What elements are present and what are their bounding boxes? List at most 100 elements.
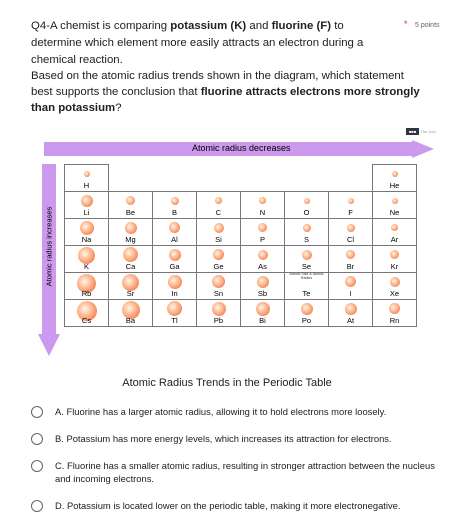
element-symbol: Sn [213,289,224,298]
empty-cell [197,165,241,192]
element-cell: Rb [64,272,109,300]
element-cell: Tl [152,299,197,327]
option-d[interactable]: D. Potassium is located lower on the per… [31,499,441,512]
radio-button[interactable] [31,460,43,472]
atom-circle [78,247,95,264]
required-asterisk: * [404,19,408,29]
atom-circle [303,198,310,204]
horizontal-trend-arrow: Atomic radius decreases [44,140,436,158]
element-symbol: Ar [390,235,399,244]
element-cell: Mg [108,218,153,246]
element-cell: Li [64,191,109,219]
question-body: Based on the atomic radius trends shown … [31,70,420,114]
element-cell: Kr [372,245,417,273]
element-cell: Ar [372,218,417,246]
atom-circle [346,250,355,259]
element-cell: Ba [108,299,153,327]
element-symbol: Cs [81,316,92,325]
radio-button[interactable] [31,406,43,418]
element-symbol: Rb [81,289,92,298]
element-cell: Ga [152,245,197,273]
element-symbol: I [349,289,352,298]
grid-row: Rb Sr In Sn Sb Te Atomic Size & Atomic Radius I… [64,272,417,300]
element-symbol: In [171,289,178,298]
option-a[interactable]: A. Fluorine has a larger atomic radius, … [31,405,441,418]
periodic-table-figure: ■■■ The Joel Atomic radius decreases Ato… [36,128,441,363]
element-cell: Cl [328,218,373,246]
element-symbol: Kr [390,262,399,271]
element-cell: Be [108,191,153,219]
vertical-trend-arrow: Atomic radius increases [38,164,60,356]
element-cell: H [64,164,109,192]
atom-circle [123,247,138,262]
element-cell: Ge [196,245,241,273]
atom-circle [170,197,179,205]
element-cell: S [284,218,329,246]
element-cell: Sb [240,272,285,300]
empty-cell [329,165,373,192]
atom-circle [121,301,140,319]
element-cell: Sr [108,272,153,300]
element-symbol: Tl [171,316,178,325]
element-symbol: Cl [346,235,355,244]
element-symbol: Li [83,208,90,217]
atom-circle [300,303,313,315]
element-cell: K [64,245,109,273]
element-cell: At [328,299,373,327]
atom-circle [76,301,97,321]
element-cell: C [196,191,241,219]
bold-fluorine: fluorine (F) [271,20,332,32]
atom-circle [80,195,93,207]
option-b[interactable]: B. Potassium has more energy levels, whi… [31,432,441,445]
element-symbol: He [389,181,400,190]
atom-circle [345,276,356,287]
element-symbol: Bi [259,316,266,325]
element-symbol: Sb [257,289,268,298]
element-symbol: C [215,208,222,217]
element-cell: Ca [108,245,153,273]
atom-circle [213,223,224,233]
atom-circle [302,224,311,232]
atom-circle [344,303,357,315]
element-symbol: Be [125,208,136,217]
vertical-trend-label: Atomic radius increases [44,206,54,287]
radio-button[interactable] [31,500,43,512]
grid-row: Li Be B C N O F Ne [64,191,417,219]
empty-cell [153,165,197,192]
element-symbol: Mg [125,235,136,244]
element-symbol: F [348,208,353,217]
atom-circle [122,274,139,291]
element-cell: Pb [196,299,241,327]
element-symbol: O [303,208,310,217]
element-symbol: N [259,208,266,217]
atom-circle [215,197,222,204]
element-symbol: Na [81,235,92,244]
element-symbol: Ge [213,262,224,271]
element-symbol: As [258,262,267,271]
atom-circle [346,224,355,232]
points-label: 5 points [415,22,440,29]
option-label: A. Fluorine has a larger atomic radius, … [55,406,387,417]
element-symbol: Po [301,316,312,325]
bold-conclusion: fluorine attracts electrons more strongl… [31,86,420,114]
atom-circle [255,302,270,316]
atom-circle [389,277,400,287]
grid-row: Cs Ba Tl Pb Bi Po At Rn [64,299,417,327]
element-cell: He [372,164,417,192]
element-symbol: Sr [126,289,135,298]
empty-cell [285,165,329,192]
element-cell: B [152,191,197,219]
atom-circle [213,249,224,260]
element-cell: Bi [240,299,285,327]
element-symbol: Ne [389,208,400,217]
option-c[interactable]: C. Fluorine has a smaller atomic radius,… [31,459,441,485]
atom-circle [257,250,268,260]
horizontal-trend-label: Atomic radius decreases [192,143,291,153]
grid-row: Na Mg Al Si P S Cl Ar [64,218,417,246]
radio-button[interactable] [31,433,43,445]
element-symbol: Xe [389,289,400,298]
element-symbol: H [83,181,90,190]
source-logo: ■■■ The Joel [406,128,436,135]
atom-circle [256,276,269,288]
atom-circle [126,196,135,205]
